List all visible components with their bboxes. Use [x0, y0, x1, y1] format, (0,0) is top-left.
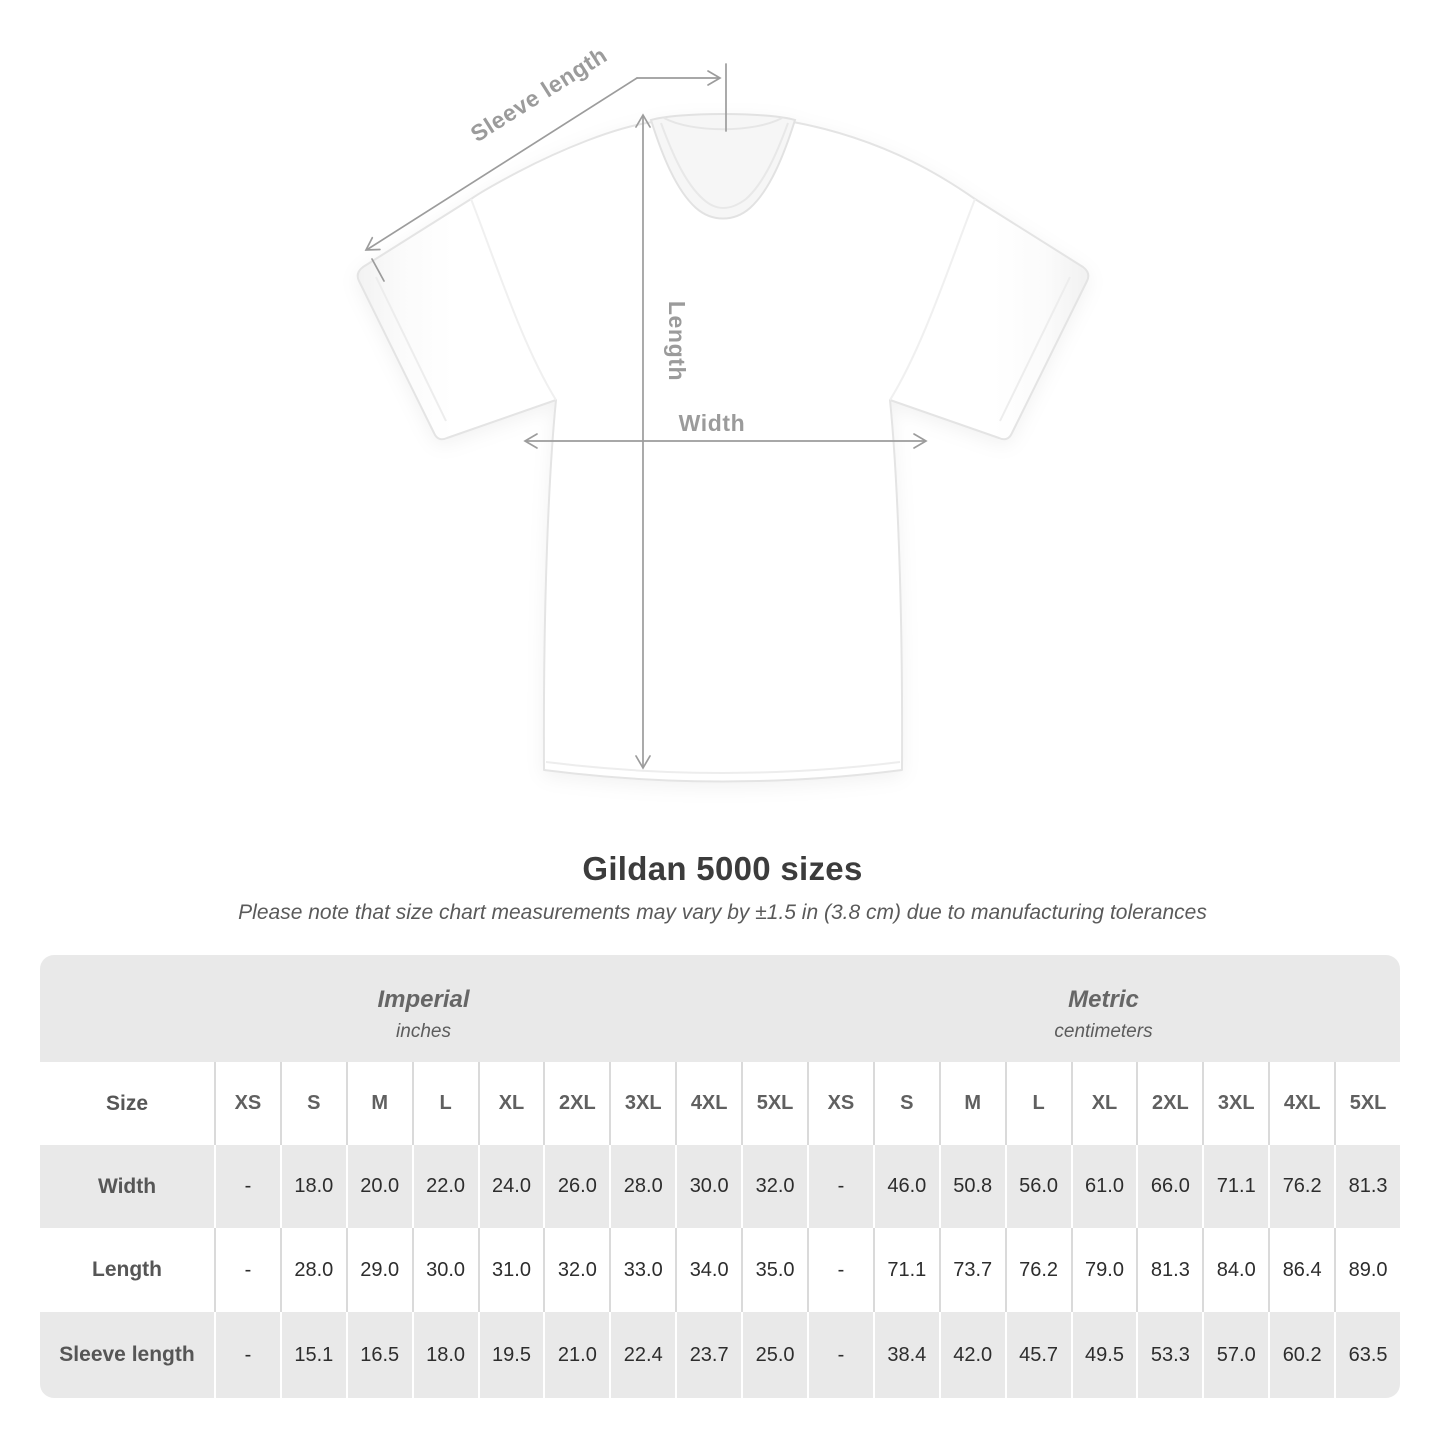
value-cell: 18.0: [279, 1145, 346, 1228]
value-cell: 22.0: [411, 1145, 478, 1228]
value-cell: 32.0: [543, 1228, 610, 1312]
value-cell: -: [214, 1145, 280, 1228]
value-cell: 29.0: [345, 1228, 412, 1312]
value-cell: 50.8: [938, 1145, 1005, 1228]
sleeve-length-label: Sleeve length: [466, 42, 612, 147]
size-header-cell: 5XL: [741, 1062, 807, 1145]
value-cell: 28.0: [609, 1145, 676, 1228]
imperial-unit-label: inches: [396, 1021, 451, 1042]
length-label: Length: [664, 301, 690, 381]
value-cell: 56.0: [1004, 1145, 1071, 1228]
metric-unit-label: centimeters: [1054, 1021, 1153, 1042]
value-cell: 34.0: [675, 1228, 742, 1312]
value-cell: -: [806, 1145, 873, 1228]
value-cell: 19.5: [477, 1312, 544, 1398]
arrowhead-down-icon: [635, 755, 651, 770]
imperial-label: Imperial: [377, 986, 470, 1013]
value-cell: 22.4: [609, 1312, 676, 1398]
arrowhead-up-icon: [635, 113, 651, 128]
value-cell: 32.0: [741, 1145, 807, 1228]
value-cell: 33.0: [609, 1228, 676, 1312]
tolerance-note: Please note that size chart measurements…: [238, 901, 1207, 924]
value-cell: 53.3: [1136, 1312, 1203, 1398]
width-annotation: Width: [523, 410, 928, 449]
value-cell: 28.0: [279, 1228, 346, 1312]
value-cell: 30.0: [411, 1228, 478, 1312]
size-header-cell: 3XL: [1202, 1062, 1269, 1145]
value-cell: 79.0: [1070, 1228, 1137, 1312]
value-cell: 86.4: [1268, 1228, 1335, 1312]
value-cell: 16.5: [345, 1312, 412, 1398]
size-header-cell: M: [938, 1062, 1005, 1145]
row-label: Width: [40, 1145, 214, 1228]
value-cell: 81.3: [1334, 1145, 1400, 1228]
value-cell: -: [214, 1312, 280, 1398]
value-cell: 61.0: [1070, 1145, 1137, 1228]
size-header-cell: S: [279, 1062, 346, 1145]
value-cell: -: [214, 1228, 280, 1312]
tshirt-diagram: Sleeve length Length Width: [356, 42, 1090, 783]
size-header-cell: 2XL: [543, 1062, 610, 1145]
value-cell: 57.0: [1202, 1312, 1269, 1398]
size-header-cell: M: [345, 1062, 412, 1145]
size-header-cell: XS: [806, 1062, 873, 1145]
value-cell: 45.7: [1004, 1312, 1071, 1398]
size-header-cell: XL: [1070, 1062, 1137, 1145]
arrowhead-down-left-icon: [364, 236, 381, 251]
tshirt-graphic: [356, 113, 1090, 783]
size-header-cell: L: [1004, 1062, 1071, 1145]
value-cell: 38.4: [872, 1312, 939, 1398]
value-cell: 18.0: [411, 1312, 478, 1398]
value-cell: 60.2: [1268, 1312, 1335, 1398]
size-header-cell: S: [872, 1062, 939, 1145]
size-column-header: Size: [40, 1062, 214, 1145]
value-cell: 63.5: [1334, 1312, 1400, 1398]
size-header-cell: L: [411, 1062, 478, 1145]
value-cell: 89.0: [1334, 1228, 1400, 1312]
value-cell: 49.5: [1070, 1312, 1137, 1398]
value-cell: 76.2: [1268, 1145, 1335, 1228]
unit-group-metric: Metric centimeters: [806, 955, 1400, 1062]
row-label: Sleeve length: [40, 1312, 214, 1398]
value-cell: 71.1: [1202, 1145, 1269, 1228]
value-cell: 23.7: [675, 1312, 742, 1398]
size-header-cell: XS: [214, 1062, 280, 1145]
value-cell: 84.0: [1202, 1228, 1269, 1312]
width-label: Width: [679, 410, 746, 436]
metric-label: Metric: [1068, 986, 1139, 1013]
value-cell: 46.0: [872, 1145, 939, 1228]
value-cell: 30.0: [675, 1145, 742, 1228]
value-cell: -: [806, 1228, 873, 1312]
value-cell: 31.0: [477, 1228, 544, 1312]
value-cell: 24.0: [477, 1145, 544, 1228]
arrowhead-right-icon: [913, 433, 928, 449]
value-cell: 25.0: [741, 1312, 807, 1398]
size-header-cell: 4XL: [675, 1062, 742, 1145]
value-cell: 21.0: [543, 1312, 610, 1398]
size-header-cell: 3XL: [609, 1062, 676, 1145]
size-header-cell: 5XL: [1334, 1062, 1400, 1145]
size-header-cell: 4XL: [1268, 1062, 1335, 1145]
value-cell: 26.0: [543, 1145, 610, 1228]
value-cell: 20.0: [345, 1145, 412, 1228]
size-table: Imperial inches Metric centimeters Size X…: [40, 955, 1400, 1398]
unit-group-imperial: Imperial inches: [40, 955, 807, 1062]
value-cell: 42.0: [938, 1312, 1005, 1398]
row-label: Length: [40, 1228, 214, 1312]
value-cell: 71.1: [872, 1228, 939, 1312]
size-header-cell: XL: [477, 1062, 544, 1145]
page-title: Gildan 5000 sizes: [582, 850, 863, 887]
value-cell: 35.0: [741, 1228, 807, 1312]
value-cell: -: [806, 1312, 873, 1398]
value-cell: 66.0: [1136, 1145, 1203, 1228]
collar: [649, 113, 797, 220]
value-cell: 73.7: [938, 1228, 1005, 1312]
value-cell: 81.3: [1136, 1228, 1203, 1312]
size-header-cell: 2XL: [1136, 1062, 1203, 1145]
value-cell: 76.2: [1004, 1228, 1071, 1312]
arrowhead-right-icon: [707, 70, 722, 86]
value-cell: 15.1: [279, 1312, 346, 1398]
arrowhead-left-icon: [523, 433, 538, 449]
